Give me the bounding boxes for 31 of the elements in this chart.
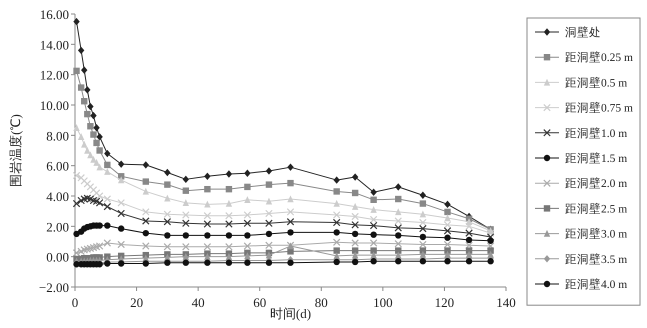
x-tick-label: 80 — [314, 295, 328, 310]
legend-label: 距洞壁2.5 m — [565, 201, 628, 216]
x-tick-label: 40 — [192, 295, 205, 310]
y-tick-label: 16.00 — [40, 7, 69, 22]
y-tick-label: 14.00 — [40, 37, 69, 52]
y-tick-label: 2.00 — [46, 219, 69, 234]
x-tick-label: 0 — [72, 295, 78, 310]
x-tick-label: 20 — [130, 295, 144, 310]
x-tick-label: 120 — [434, 295, 454, 310]
y-tick-label: 10.00 — [40, 98, 69, 113]
y-tick-label: 8.00 — [46, 128, 69, 144]
x-tick-label: 60 — [253, 295, 266, 310]
y-tick-label: −2.00 — [38, 280, 69, 295]
legend-label: 距洞壁1.0 m — [565, 126, 628, 140]
legend-label: 距洞壁4.0 m — [565, 277, 628, 291]
legend-label: 距洞壁0.25 m — [565, 50, 633, 64]
x-axis-title: 时间(d) — [270, 306, 312, 321]
x-tick-label: 140 — [496, 295, 516, 310]
y-tick-label: 4.00 — [46, 189, 69, 204]
y-tick-label: 12.00 — [40, 68, 69, 83]
y-tick-label: 6.00 — [46, 158, 69, 174]
y-tick-label: 0.00 — [46, 250, 69, 265]
y-axis-title: 围岩温度(℃) — [8, 114, 23, 187]
x-tick-label: 100 — [373, 295, 393, 310]
legend-label: 距洞壁3.5 m — [565, 252, 628, 266]
legend-label: 距洞壁1.5 m — [565, 151, 628, 165]
legend-label: 距洞壁3.0 m — [565, 226, 628, 241]
legend-label: 洞壁处 — [565, 25, 601, 39]
legend-label: 距洞壁0.75 m — [565, 100, 633, 115]
legend-label: 距洞壁0.5 m — [565, 75, 628, 90]
legend-label: 距洞壁2.0 m — [565, 176, 628, 190]
